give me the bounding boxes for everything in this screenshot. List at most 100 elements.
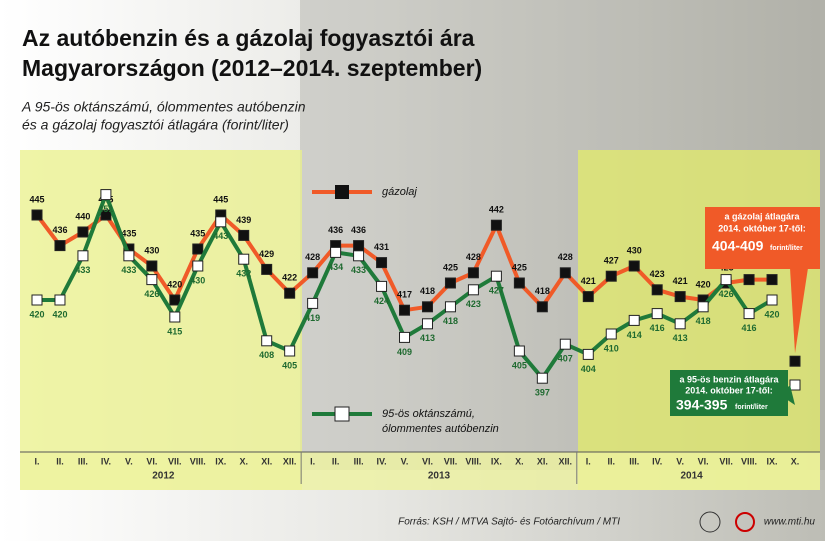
chart-title: Az autóbenzin és a gázolaj fogyasztói ár… bbox=[22, 25, 475, 51]
data-point bbox=[628, 314, 640, 326]
data-point bbox=[77, 250, 89, 262]
x-tick-label: II. bbox=[607, 456, 615, 466]
data-point bbox=[766, 274, 778, 286]
x-tick-label: II. bbox=[56, 456, 64, 466]
data-point bbox=[651, 284, 663, 296]
x-tick-label: VI. bbox=[422, 456, 433, 466]
subtitle: és a gázolaj fogyasztói átlagára (forint… bbox=[22, 117, 289, 133]
source: Forrás: KSH / MTVA Sajtó- és Fotóarchívu… bbox=[398, 517, 620, 528]
x-tick-label: VII. bbox=[444, 456, 458, 466]
data-label: 430 bbox=[190, 275, 205, 285]
data-point bbox=[605, 328, 617, 340]
data-point bbox=[536, 301, 548, 313]
data-point bbox=[605, 270, 617, 282]
data-label: 427 bbox=[604, 256, 619, 266]
data-label: 435 bbox=[190, 228, 205, 238]
legend-label: 95-ös oktánszámú, bbox=[382, 408, 475, 420]
data-label: 414 bbox=[627, 330, 642, 340]
data-point bbox=[628, 260, 640, 272]
data-label: 418 bbox=[420, 286, 435, 296]
data-point bbox=[513, 345, 525, 357]
data-point bbox=[697, 301, 709, 313]
data-point bbox=[766, 294, 778, 306]
logo bbox=[735, 512, 755, 532]
x-tick-label: IV. bbox=[101, 456, 111, 466]
data-label: 435 bbox=[121, 228, 136, 238]
data-point bbox=[444, 301, 456, 313]
callout-text: a gázolaj átlagára bbox=[724, 211, 800, 221]
data-label: 405 bbox=[512, 360, 527, 370]
data-label: 420 bbox=[29, 309, 44, 319]
data-point bbox=[238, 253, 250, 265]
data-point bbox=[399, 331, 411, 343]
legend-marker bbox=[335, 185, 349, 199]
data-point bbox=[31, 209, 43, 221]
data-label: 420 bbox=[167, 279, 182, 289]
legend-marker bbox=[334, 406, 350, 422]
data-label: 416 bbox=[650, 323, 665, 333]
data-point bbox=[513, 277, 525, 289]
x-tick-label: VIII. bbox=[465, 456, 481, 466]
x-tick-label: I. bbox=[34, 456, 39, 466]
x-tick-label: IX. bbox=[767, 456, 778, 466]
data-point bbox=[789, 379, 801, 391]
data-label: 416 bbox=[742, 323, 757, 333]
callout-range: 404-409 bbox=[712, 238, 764, 254]
data-point bbox=[100, 189, 112, 201]
data-point bbox=[674, 318, 686, 330]
year-label: 2013 bbox=[428, 471, 451, 482]
data-label: 422 bbox=[282, 273, 297, 283]
data-label: 430 bbox=[144, 245, 159, 255]
data-label: 407 bbox=[558, 354, 573, 364]
data-point bbox=[192, 243, 204, 255]
data-point bbox=[421, 318, 433, 330]
data-point bbox=[376, 280, 388, 292]
data-point bbox=[238, 229, 250, 241]
data-point bbox=[146, 274, 158, 286]
x-tick-label: VIII. bbox=[190, 456, 206, 466]
data-label: 433 bbox=[351, 265, 366, 275]
data-label: 420 bbox=[52, 309, 67, 319]
data-label: 424 bbox=[374, 296, 389, 306]
legend-label: gázolaj bbox=[382, 186, 417, 198]
data-point bbox=[559, 338, 571, 350]
data-label: 408 bbox=[259, 350, 274, 360]
callout-text: a 95-ös benzin átlagára bbox=[679, 374, 779, 384]
data-label: 420 bbox=[696, 279, 711, 289]
data-point bbox=[77, 226, 89, 238]
data-point bbox=[353, 240, 365, 252]
callout-box bbox=[705, 207, 820, 269]
data-label: 423 bbox=[650, 269, 665, 279]
data-label: 434 bbox=[328, 262, 343, 272]
data-label: 418 bbox=[443, 316, 458, 326]
data-point bbox=[789, 355, 801, 367]
data-label: 426 bbox=[144, 289, 159, 299]
data-point bbox=[490, 219, 502, 231]
data-label: 430 bbox=[627, 245, 642, 255]
x-tick-label: X. bbox=[239, 456, 248, 466]
data-label: 426 bbox=[719, 289, 734, 299]
data-label: 428 bbox=[466, 252, 481, 262]
x-tick-label: X. bbox=[515, 456, 524, 466]
data-point bbox=[54, 240, 66, 252]
x-tick-label: XII. bbox=[283, 456, 297, 466]
x-tick-label: III. bbox=[354, 456, 364, 466]
data-point bbox=[651, 308, 663, 320]
data-label: 442 bbox=[489, 205, 504, 215]
data-point bbox=[490, 270, 502, 282]
data-label: 440 bbox=[75, 211, 90, 221]
data-point bbox=[536, 372, 548, 384]
data-point bbox=[100, 209, 112, 221]
x-tick-label: III. bbox=[78, 456, 88, 466]
data-point bbox=[284, 345, 296, 357]
data-point bbox=[146, 260, 158, 272]
chart-title: Magyarországon (2012–2014. szeptember) bbox=[22, 55, 482, 81]
x-tick-label: V. bbox=[125, 456, 133, 466]
data-point bbox=[720, 274, 732, 286]
data-point bbox=[376, 257, 388, 269]
callout-box bbox=[670, 370, 788, 416]
x-tick-label: I. bbox=[310, 456, 315, 466]
callout-text: 2014. október 17-től: bbox=[718, 223, 806, 233]
axis-band bbox=[20, 452, 820, 490]
